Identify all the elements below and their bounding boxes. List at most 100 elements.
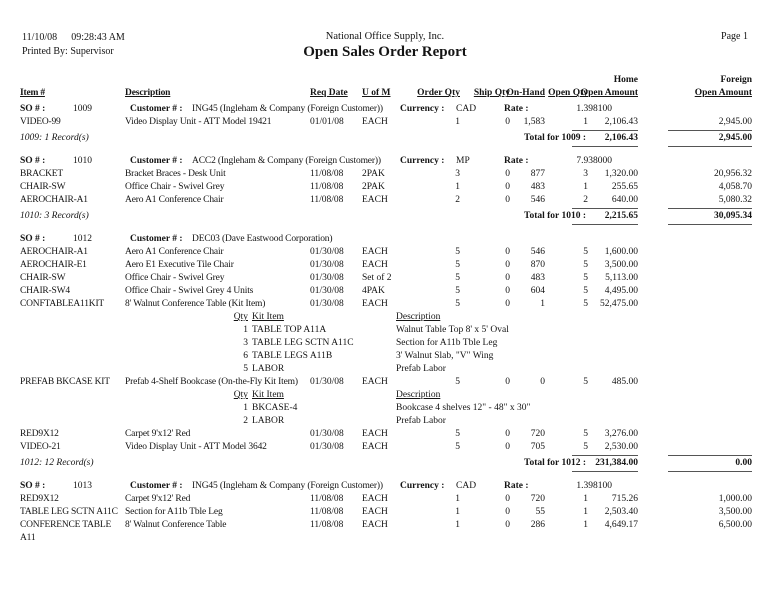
kit-qty-header: Qty <box>233 312 248 322</box>
open-amount-home-cell: 1,600.00 <box>604 247 638 257</box>
open-qty-cell: 5 <box>583 273 588 283</box>
col-uom: U of M <box>362 88 391 98</box>
open-qty-cell: 5 <box>583 442 588 452</box>
kit-description-cell: Prefab Labor <box>396 364 446 374</box>
uom-cell: EACH <box>362 494 388 504</box>
col-item-number: Item # <box>20 88 45 98</box>
customer-label: Customer # : <box>130 156 183 166</box>
ship-qty-cell: 0 <box>505 273 510 283</box>
uom-cell: EACH <box>362 442 388 452</box>
item-row: RED9X12 Carpet 9'x12' Red 11/08/08 EACH 1 0 72… <box>0 493 770 506</box>
so-label: SO # : <box>20 481 46 491</box>
on-hand-cell: 483 <box>530 182 545 192</box>
total-label: Total for 1012 : <box>523 458 586 468</box>
total-rule-below <box>0 223 770 226</box>
on-hand-cell: 1 <box>540 299 545 309</box>
description-cell: Prefab 4-Shelf Bookcase (On-the-Fly Kit … <box>125 377 298 387</box>
total-foreign-amount: 2,945.00 <box>718 133 752 143</box>
so-group-header: SO # : 1012 Customer # : DEC03 (Dave Eastwo… <box>0 233 770 246</box>
description-cell: 8' Walnut Conference Table (Kit Item) <box>125 299 266 309</box>
description-cell: Office Chair - Swivel Grey <box>125 182 225 192</box>
open-qty-cell: 1 <box>583 117 588 127</box>
total-rule-foreign <box>668 146 752 147</box>
on-hand-cell: 546 <box>530 195 545 205</box>
req-date-cell: 11/08/08 <box>310 169 344 179</box>
kit-description-cell: 3' Walnut Slab, "V" Wing <box>396 351 494 361</box>
item-row: PREFAB BKCASE KIT Prefab 4-Shelf Bookcase… <box>0 376 770 389</box>
uom-cell: EACH <box>362 247 388 257</box>
kit-item-row: 6 TABLE LEGS A11B 3' Walnut Slab, "V" Wing <box>0 350 770 363</box>
rate-label: Rate : <box>504 104 529 114</box>
kit-description-cell: Bookcase 4 shelves 12" - 48" x 30" <box>396 403 531 413</box>
customer-value: ING45 (Ingleham & Company (Foreign Custo… <box>192 481 383 491</box>
open-amount-home-cell: 1,320.00 <box>604 169 638 179</box>
col-open-amount-foreign: Open Amount <box>694 88 752 98</box>
item-number-cell: BRACKET <box>20 169 63 179</box>
item-number-cell: VIDEO-21 <box>20 442 61 452</box>
req-date-cell: 01/30/08 <box>310 247 344 257</box>
item-row: TABLE LEG SCTN A11C Section for A11b Tble… <box>0 506 770 519</box>
rate-value: 1.398100 <box>576 481 612 491</box>
req-date-cell: 01/30/08 <box>310 377 344 387</box>
currency-value: MP <box>456 156 470 166</box>
kit-description-header: Description <box>396 390 441 400</box>
open-amount-foreign-cell: 5,080.32 <box>718 195 752 205</box>
open-qty-cell: 5 <box>583 286 588 296</box>
description-cell: Carpet 9'x12' Red <box>125 429 191 439</box>
total-home-amount: 2,106.43 <box>604 133 638 143</box>
currency-value: CAD <box>456 104 477 114</box>
req-date-cell: 11/08/08 <box>310 195 344 205</box>
total-home-amount: 2,215.65 <box>604 211 638 221</box>
total-label: Total for 1010 : <box>523 211 586 221</box>
uom-cell: EACH <box>362 260 388 270</box>
order-qty-cell: 1 <box>455 494 460 504</box>
kit-item-header: Kit Item <box>252 312 284 322</box>
item-number-cell: PREFAB BKCASE KIT <box>20 377 110 387</box>
order-qty-cell: 2 <box>455 195 460 205</box>
kit-header-row: Qty Kit Item Description <box>0 389 770 402</box>
customer-label: Customer # : <box>130 234 183 244</box>
on-hand-cell: 55 <box>535 507 546 517</box>
description-cell: Office Chair - Swivel Grey <box>125 273 225 283</box>
group-spacer <box>0 226 770 233</box>
customer-value: DEC03 (Dave Eastwood Corporation) <box>192 234 333 244</box>
total-rule-home <box>572 224 638 225</box>
so-number: 1013 <box>73 481 92 491</box>
total-rule-above <box>0 454 770 457</box>
description-cell: 8' Walnut Conference Table <box>125 520 227 530</box>
description-cell: Office Chair - Swivel Grey 4 Units <box>125 286 254 296</box>
open-amount-home-cell: 640.00 <box>611 195 638 205</box>
ship-qty-cell: 0 <box>505 195 510 205</box>
req-date-cell: 11/08/08 <box>310 507 344 517</box>
open-amount-foreign-cell: 2,945.00 <box>718 117 752 127</box>
records-count: 1010: 3 Record(s) <box>20 211 89 221</box>
open-amount-foreign-cell: 1,000.00 <box>718 494 752 504</box>
currency-label: Currency : <box>400 481 445 491</box>
ship-qty-cell: 0 <box>505 169 510 179</box>
ship-qty-cell: 0 <box>505 494 510 504</box>
so-number: 1009 <box>73 104 92 114</box>
kit-item-row: 1 TABLE TOP A11A Walnut Table Top 8' x 5' … <box>0 324 770 337</box>
uom-cell: Set of 2 <box>362 273 392 283</box>
description-cell: Carpet 9'x12' Red <box>125 494 191 504</box>
kit-header-row: Qty Kit Item Description <box>0 311 770 324</box>
kit-qty-cell: 1 <box>243 403 248 413</box>
open-amount-foreign-cell: 4,058.70 <box>718 182 752 192</box>
ship-qty-cell: 0 <box>505 182 510 192</box>
customer-value: ING45 (Ingleham & Company (Foreign Custo… <box>192 104 383 114</box>
group-spacer <box>0 148 770 155</box>
uom-cell: EACH <box>362 507 388 517</box>
total-rule-below <box>0 145 770 148</box>
order-qty-cell: 5 <box>455 377 460 387</box>
req-date-cell: 01/30/08 <box>310 299 344 309</box>
col-ship-qty: Ship Qty <box>473 88 510 98</box>
item-number-cell: AEROCHAIR-A1 <box>20 195 88 205</box>
open-qty-cell: 3 <box>583 169 588 179</box>
open-amount-home-cell: 3,500.00 <box>604 260 638 270</box>
description-cell: Aero A1 Conference Chair <box>125 247 224 257</box>
on-hand-cell: 705 <box>530 442 545 452</box>
ship-qty-cell: 0 <box>505 299 510 309</box>
item-number-cell: CHAIR-SW <box>20 182 66 192</box>
item-number-cell: CONFERENCE TABLE A11 <box>20 520 112 543</box>
req-date-cell: 11/08/08 <box>310 520 344 530</box>
